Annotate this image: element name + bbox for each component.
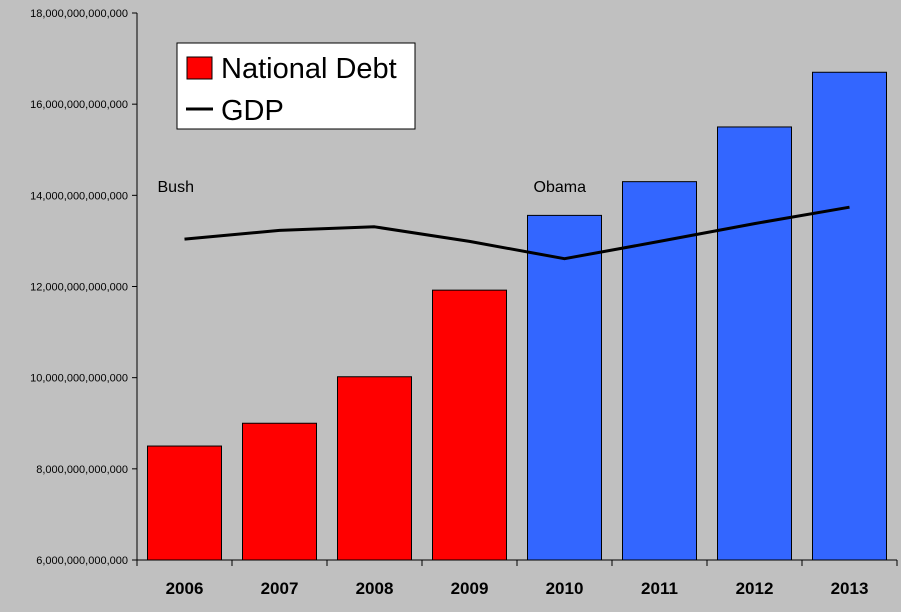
y-tick-label: 8,000,000,000,000	[36, 464, 128, 476]
bar-2012	[717, 126, 792, 561]
bar-2009	[432, 289, 507, 561]
x-tick-label: 2008	[356, 579, 394, 598]
annotation-obama: Obama	[534, 179, 587, 196]
y-axis-ticks: 6,000,000,000,000 8,000,000,000,000 10,000…	[30, 8, 137, 567]
bar-2006	[147, 445, 222, 561]
bar-2010	[527, 214, 602, 561]
x-tick-label: 2013	[831, 579, 869, 598]
x-axis-labels: 2006 2007 2008 2009 2010 2011 2012 2013	[166, 579, 869, 598]
line-series	[184, 205, 850, 261]
x-tick-label: 2011	[641, 579, 678, 598]
gdp-line	[184, 205, 850, 261]
legend-box	[176, 42, 416, 130]
y-tick-label: 12,000,000,000,000	[30, 282, 128, 294]
annotation-bush: Bush	[158, 179, 194, 196]
y-tick-label: 16,000,000,000,000	[30, 99, 128, 111]
axes	[136, 13, 898, 566]
x-tick-label: 2007	[261, 579, 299, 598]
bar-2007	[242, 422, 317, 561]
legend: National Debt GDP	[176, 42, 416, 130]
legend-label-gdp: GDP	[221, 95, 284, 127]
y-tick-label: 10,000,000,000,000	[30, 373, 128, 385]
legend-swatch-national-debt	[186, 56, 213, 80]
bar-2011	[622, 181, 697, 561]
x-tick-label: 2010	[546, 579, 584, 598]
legend-label-national-debt: National Debt	[221, 53, 397, 85]
x-tick-label: 2009	[451, 579, 489, 598]
x-tick-label: 2012	[736, 579, 774, 598]
annotations: Bush Obama	[158, 179, 587, 196]
y-tick-label: 14,000,000,000,000	[30, 190, 128, 202]
bar-2008	[337, 376, 412, 561]
bar-2013	[812, 71, 887, 561]
bar-series	[147, 71, 887, 561]
x-tick-label: 2006	[166, 579, 204, 598]
y-tick-label: 18,000,000,000,000	[30, 8, 128, 20]
y-tick-label: 6,000,000,000,000	[36, 555, 128, 567]
